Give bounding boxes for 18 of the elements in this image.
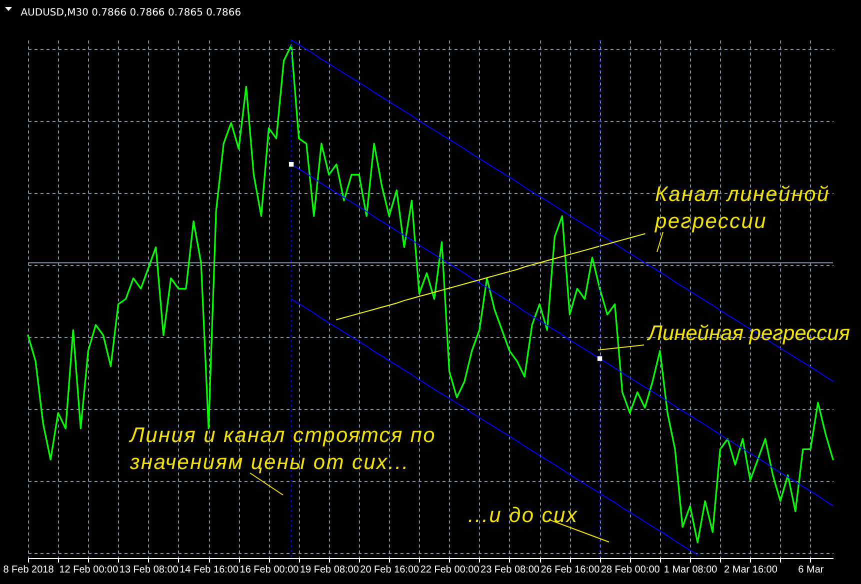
x-tick-label: 22 Feb 00:00 (420, 564, 480, 576)
x-tick-label: 26 Feb 16:00 (540, 564, 600, 576)
x-tick-label: 16 Feb 00:00 (240, 564, 300, 576)
x-tick-label: 23 Feb 08:00 (480, 564, 540, 576)
chart-title: AUDUSD,M30 0.7866 0.7866 0.7865 0.7866 (20, 8, 242, 18)
x-tick-label: 8 Feb 2018 (3, 564, 54, 576)
x-tick-label: 19 Feb 08:00 (300, 564, 360, 576)
x-tick-label: 28 Feb 00:00 (600, 564, 660, 576)
annotation: ...и до сих (468, 503, 580, 529)
x-tick-label: 1 Mar 08:00 (664, 564, 718, 576)
x-tick-label: 13 Feb 08:00 (119, 564, 179, 576)
x-tick-label: 14 Feb 16:00 (180, 564, 239, 576)
x-tick-label: 2 Mar 16:00 (724, 564, 778, 576)
x-tick-label: 20 Feb 16:00 (360, 564, 420, 576)
x-tick-label: 12 Feb 00:00 (59, 564, 119, 576)
x-tick-label: 6 Mar (798, 564, 824, 576)
annotation: Канал линейной регрессии (655, 182, 831, 235)
annotation: Линия и канал строятся по значениям цены от сих... (130, 423, 438, 476)
